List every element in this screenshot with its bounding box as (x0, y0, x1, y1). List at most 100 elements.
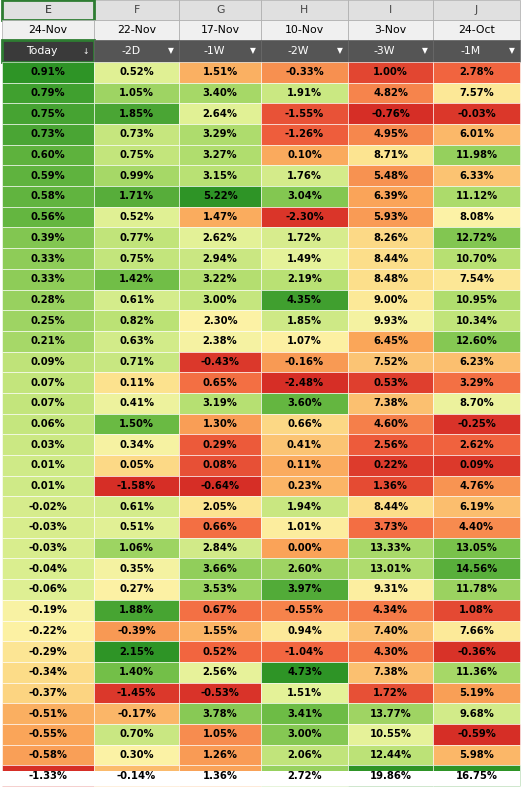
Bar (261, 103, 348, 124)
Bar (261, 621, 348, 642)
Text: 17-Nov: 17-Nov (200, 25, 240, 35)
Bar (348, 642, 433, 662)
Bar (2, 290, 94, 310)
Bar (433, 517, 520, 538)
Bar (348, 414, 433, 435)
Text: 11.36%: 11.36% (456, 667, 497, 677)
Bar (261, 579, 348, 600)
Text: 0.00%: 0.00% (287, 543, 322, 553)
Text: 3.53%: 3.53% (203, 584, 238, 595)
Bar (94, 703, 179, 724)
Text: 13.01%: 13.01% (370, 564, 411, 574)
Text: 0.75%: 0.75% (31, 109, 65, 119)
Bar (261, 290, 348, 310)
Bar (348, 310, 433, 331)
Text: 4.34%: 4.34% (373, 605, 408, 615)
Bar (94, 642, 179, 662)
Text: -0.55%: -0.55% (29, 729, 67, 739)
Bar (433, 40, 520, 62)
Bar (348, 145, 433, 166)
Bar (261, 662, 348, 683)
Bar (433, 103, 520, 124)
Text: 19.86%: 19.86% (370, 771, 411, 781)
Bar (261, 744, 348, 765)
Bar (179, 724, 261, 744)
Text: 14.56%: 14.56% (455, 564, 497, 574)
Text: 0.23%: 0.23% (287, 481, 322, 491)
Bar (261, 538, 348, 559)
Bar (433, 269, 520, 290)
Bar (261, 559, 348, 579)
Text: 1.06%: 1.06% (119, 543, 154, 553)
Bar (94, 290, 179, 310)
Bar (348, 352, 433, 373)
Text: 0.71%: 0.71% (119, 357, 154, 367)
Text: 0.53%: 0.53% (373, 377, 408, 388)
Text: 0.60%: 0.60% (31, 150, 65, 160)
Text: -0.25%: -0.25% (457, 419, 496, 429)
Text: 4.60%: 4.60% (373, 419, 408, 429)
Text: 0.66%: 0.66% (287, 419, 322, 429)
Bar (179, 683, 261, 703)
Bar (179, 744, 261, 765)
Text: 13.05%: 13.05% (456, 543, 497, 553)
Text: 7.38%: 7.38% (373, 667, 408, 677)
Bar (433, 435, 520, 455)
Text: 2.19%: 2.19% (287, 274, 322, 284)
Bar (179, 579, 261, 600)
Text: 2.06%: 2.06% (287, 750, 322, 760)
Bar (94, 662, 179, 683)
Text: -0.59%: -0.59% (457, 729, 496, 739)
Text: -0.29%: -0.29% (29, 646, 67, 657)
Bar (261, 310, 348, 331)
Text: 2.62%: 2.62% (203, 232, 238, 243)
Bar (433, 579, 520, 600)
Bar (433, 0, 520, 20)
Text: 1.05%: 1.05% (119, 88, 154, 98)
Text: 1.72%: 1.72% (373, 688, 408, 698)
Text: 0.09%: 0.09% (459, 460, 494, 470)
Bar (261, 248, 348, 269)
Bar (94, 517, 179, 538)
Bar (2, 476, 94, 497)
Text: 0.33%: 0.33% (31, 253, 65, 263)
Bar (2, 103, 94, 124)
Bar (433, 497, 520, 517)
Bar (261, 642, 348, 662)
Bar (348, 455, 433, 476)
Text: 8.71%: 8.71% (373, 150, 408, 160)
Bar (348, 207, 433, 228)
Text: 1.36%: 1.36% (203, 771, 238, 781)
Bar (94, 0, 179, 20)
Text: 0.52%: 0.52% (119, 213, 154, 222)
Text: -2D: -2D (121, 46, 140, 56)
Bar (433, 186, 520, 207)
Bar (179, 145, 261, 166)
Bar (433, 703, 520, 724)
Bar (433, 559, 520, 579)
Text: 3-Nov: 3-Nov (374, 25, 407, 35)
Text: 12.72%: 12.72% (456, 232, 497, 243)
Text: F: F (134, 5, 140, 15)
Bar (94, 62, 179, 83)
Bar (179, 0, 261, 20)
Bar (94, 393, 179, 414)
Text: 8.48%: 8.48% (373, 274, 408, 284)
Bar (179, 124, 261, 145)
Text: 5.22%: 5.22% (203, 192, 238, 201)
Text: 1.94%: 1.94% (287, 501, 322, 512)
Bar (348, 683, 433, 703)
Bar (94, 352, 179, 373)
Bar (2, 0, 94, 20)
Text: -0.76%: -0.76% (371, 109, 410, 119)
Bar (433, 310, 520, 331)
Bar (94, 124, 179, 145)
Text: 7.54%: 7.54% (459, 274, 494, 284)
Bar (94, 765, 179, 786)
Bar (179, 455, 261, 476)
Bar (179, 600, 261, 621)
Bar (433, 207, 520, 228)
Text: 0.07%: 0.07% (31, 398, 65, 408)
Text: 0.61%: 0.61% (119, 295, 154, 305)
Bar (348, 703, 433, 724)
